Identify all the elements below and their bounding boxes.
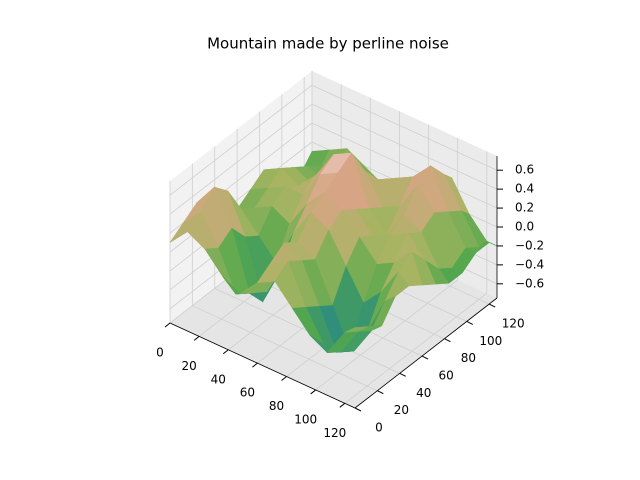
y-tick-label: 80: [461, 351, 476, 365]
x-tick: [310, 389, 316, 395]
y-tick: [466, 320, 474, 325]
grid-line: [344, 292, 488, 404]
x-tick-label: 40: [211, 372, 226, 386]
x-tick-label: 60: [240, 386, 255, 400]
y-tick: [488, 303, 496, 308]
x-tick: [222, 349, 229, 355]
grid-line: [311, 103, 498, 190]
chart-title: Mountain made by perline noise: [207, 35, 449, 53]
x-tick-label: 120: [323, 426, 346, 440]
axis-line: [354, 297, 498, 409]
y-tick: [399, 372, 406, 377]
y-tick-label: 20: [394, 403, 409, 417]
z-tick-label: 0.4: [515, 182, 534, 196]
x-tick: [164, 322, 171, 328]
x-tick: [193, 335, 200, 341]
x-tick: [339, 402, 346, 408]
grid-line: [311, 84, 498, 171]
surface-patch: [344, 326, 369, 333]
z-tick-label: 0.2: [515, 201, 534, 215]
grid-line: [311, 122, 498, 209]
y-tick-label: 0: [375, 421, 383, 435]
y-tick-label: 40: [416, 386, 431, 400]
y-tick-label: 60: [438, 369, 453, 383]
y-tick: [354, 407, 362, 412]
x-tick-label: 0: [156, 346, 164, 360]
z-tick-label: 0.6: [515, 163, 534, 177]
z-tick-label: −0.4: [515, 257, 544, 271]
x-tick-label: 80: [269, 399, 284, 413]
axis-line: [169, 322, 356, 409]
z-tick-label: −0.6: [515, 276, 544, 290]
surface: [169, 148, 498, 354]
x-tick: [252, 362, 258, 368]
y-tick: [444, 338, 451, 343]
y-tick-label: 100: [479, 334, 502, 348]
grid-line: [192, 305, 378, 392]
y-tick-label: 120: [502, 317, 525, 331]
grid-line: [315, 279, 458, 391]
x-tick-label: 100: [294, 412, 317, 426]
y-tick: [377, 390, 384, 395]
x-tick-label: 20: [181, 359, 196, 373]
grid-line: [169, 103, 313, 215]
grid-line: [169, 84, 313, 196]
x-tick: [281, 376, 287, 381]
y-tick: [421, 355, 429, 360]
z-tick-label: −0.2: [515, 238, 544, 252]
z-tick-label: 0.0: [515, 220, 534, 234]
